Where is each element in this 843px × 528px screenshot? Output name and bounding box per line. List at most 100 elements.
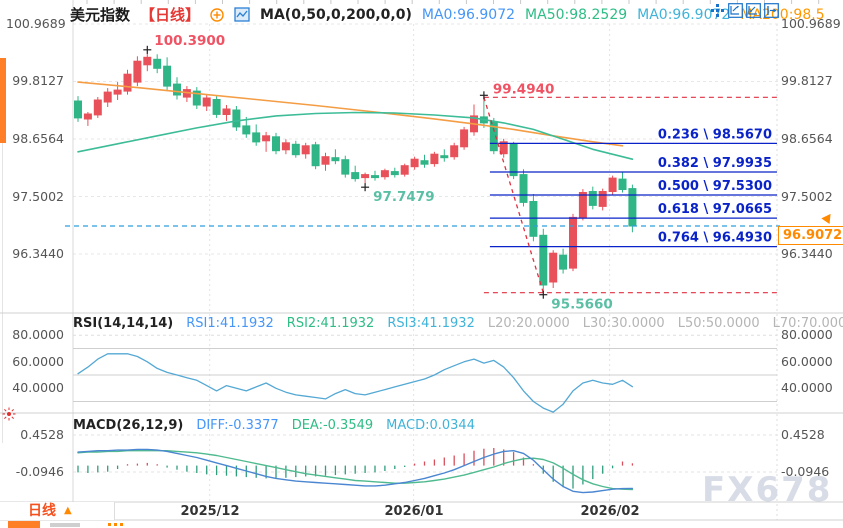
rsi-line (77, 353, 634, 413)
left-scrollbar-thumb[interactable] (0, 58, 6, 143)
candle (450, 145, 459, 158)
macd-histogram (77, 448, 634, 489)
candle (371, 175, 379, 179)
timeframe-strip-dot (114, 523, 117, 526)
axis-tick-label: 97.5002 (781, 189, 833, 204)
macd-name: MACD(26,12,9) (73, 418, 184, 433)
candle (539, 234, 548, 286)
axis-tick-label: 80.0000 (12, 327, 64, 342)
axis-tick-label: 99.8127 (781, 73, 833, 88)
candle (390, 171, 399, 176)
candle (618, 178, 627, 191)
ma200-line (77, 81, 624, 147)
ma50-value: MA50:98.2529 (525, 6, 628, 23)
axis-tick-label: 97.5002 (12, 189, 64, 204)
vertical-gridlines (72, 0, 778, 520)
candle (588, 191, 597, 206)
timeframe-strip-selected[interactable] (8, 521, 40, 528)
timeframe-strip-item[interactable] (50, 523, 80, 527)
axis-tick-label: 99.8127 (12, 73, 64, 88)
axis-tick-label: 2026/01 (384, 504, 444, 519)
axis-tick-label: 60.0000 (12, 354, 64, 369)
zoom-out-axes-icon[interactable] (746, 3, 761, 18)
candle (380, 170, 389, 178)
rsi2-value: RSI2:41.1932 (286, 316, 375, 331)
candle (301, 145, 310, 155)
candle (361, 174, 370, 179)
timeframe-strip-dot (108, 523, 111, 526)
symbol-name: 美元指数 (70, 6, 131, 24)
candle (440, 155, 449, 159)
candle (242, 125, 251, 135)
rsi-gridlines (73, 334, 777, 402)
candle (143, 56, 152, 66)
add-indicator-icon[interactable] (210, 7, 224, 22)
candle (202, 97, 211, 107)
candle (103, 91, 112, 103)
ma0-value: MA0:96.9072 (421, 6, 516, 23)
timeframe-tab-daily[interactable]: 日线 ▲ (0, 502, 115, 520)
candle (252, 132, 261, 143)
timeframe-strip[interactable] (0, 521, 843, 528)
axis-tick-label: -0.0946 (15, 464, 64, 479)
candle (331, 157, 340, 162)
candle (163, 65, 172, 87)
candlestick-series (74, 52, 637, 293)
candle (351, 172, 360, 180)
panel-separators (0, 312, 843, 521)
candle (549, 252, 558, 283)
candle (341, 159, 350, 175)
rsi-l50-label: L50:50.0000 (677, 316, 760, 331)
svg-text:100.3900: 100.3900 (154, 33, 225, 49)
candle (509, 143, 518, 177)
ma50-line (77, 111, 634, 160)
candle (192, 90, 201, 106)
axis-tick-label: 2026/02 (580, 504, 640, 519)
candle (123, 73, 132, 92)
candle (569, 216, 577, 269)
left-scrollbar-track (2, 143, 3, 443)
axis-tick-label: 96.3440 (12, 246, 64, 261)
rsi3-value: RSI3:41.1932 (387, 316, 475, 331)
axis-tick-label: 96.3440 (781, 246, 833, 261)
svg-text:97.7479: 97.7479 (373, 189, 435, 205)
rsi1-value: RSI1:41.1932 (186, 316, 274, 331)
candle (74, 100, 82, 119)
axis-tick-label: 98.6564 (781, 131, 833, 146)
fibonacci-levels[interactable]: 0.236 \ 98.5670 0.382 \ 97.9935 0.500 \ 97… (489, 126, 777, 248)
chart-toolbar (710, 3, 779, 18)
svg-text:0.236 \ 98.5670: 0.236 \ 98.5670 (658, 127, 772, 142)
svg-text:95.5660: 95.5660 (551, 297, 613, 313)
candle (628, 188, 637, 227)
candle (212, 99, 221, 115)
axis-tick-label: 60.0000 (781, 354, 833, 369)
fibonacci-trendline (483, 96, 777, 294)
candle (420, 160, 429, 165)
candle (608, 177, 617, 193)
candle (232, 109, 241, 128)
main-gridlines (73, 23, 779, 255)
axis-tick-label: -0.0946 (781, 464, 830, 479)
ma0-value-2: MA0:96.9072 (637, 6, 731, 23)
candle (519, 174, 528, 203)
axis-tick-label: 98.6564 (12, 131, 64, 146)
pan-icon[interactable] (710, 3, 725, 18)
macd-value: MACD:0.0344 (386, 418, 475, 433)
chevron-up-icon: ▲ (64, 505, 72, 516)
axis-tick-label: 40.0000 (781, 380, 833, 395)
svg-text:0.500 \ 97.5300: 0.500 \ 97.5300 (658, 179, 772, 194)
current-price-badge: 96.9072 (778, 226, 843, 245)
macd-header: MACD(26,12,9) DIFF:-0.3377 DEA:-0.3549 M… (73, 418, 475, 433)
macd-dea-line (77, 450, 634, 491)
candle (83, 113, 92, 120)
candle (578, 192, 587, 218)
chart-type-icon[interactable] (234, 7, 250, 22)
rsi-l30-label: L30:30.0000 (582, 316, 665, 331)
anchor-markers (143, 45, 548, 299)
scroll-to-end-icon[interactable] (764, 3, 779, 18)
zoom-in-axes-icon[interactable] (728, 3, 743, 18)
candle (499, 141, 508, 155)
candle (272, 136, 280, 152)
